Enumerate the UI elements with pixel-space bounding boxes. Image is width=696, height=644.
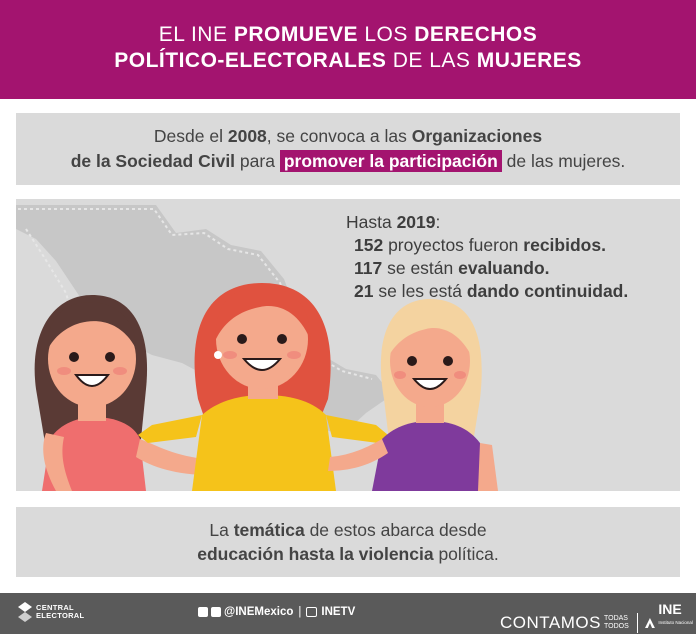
stats-heading: Hasta 2019: (346, 212, 441, 232)
social-separator: | (298, 606, 302, 618)
stat-continuity: 21 se les está dando continuidad. (354, 281, 629, 301)
contamos-label: CONTAMOS (500, 613, 601, 632)
electoral-label: ELECTORAL (36, 611, 85, 620)
todos-label: TODOS (603, 623, 629, 630)
intro-panel: Desde el 2008, se convoca a las Organiza… (16, 113, 680, 185)
woman-left-figure (34, 295, 210, 491)
tv-channel[interactable]: INETV (321, 606, 356, 618)
brand-divider (636, 613, 638, 633)
woman-center-figure (138, 283, 388, 491)
stat-evaluating: 117 se están evaluando. (354, 258, 550, 278)
ine-subtitle: Instituto Nacional Electoral (658, 620, 693, 639)
ine-mark-icon (645, 618, 656, 628)
social-links: @INEMexico | INETV (198, 606, 355, 618)
illustration-panel: Hasta 2019: 152 proyectos fueron recibid… (16, 199, 680, 491)
intro-line-1: Desde el 2008, se convoca a las Organiza… (153, 126, 543, 146)
facebook-icon[interactable] (198, 607, 208, 617)
todas-label: TODAS (603, 615, 628, 622)
central-electoral-icon (18, 602, 32, 622)
tv-icon[interactable] (306, 607, 318, 617)
footer-bar: CENTRAL ELECTORAL @INEMexico | INETV CON… (0, 593, 696, 639)
header-title-line-2: POLÍTICO-ELECTORALES DE LAS MUJERES (114, 49, 582, 72)
closing-line-2: educación hasta la violencia política. (197, 544, 499, 564)
header-banner: EL INE PROMUEVE LOS DERECHOS POLÍTICO-EL… (0, 0, 696, 99)
stats-block: Hasta 2019: 152 proyectos fueron recibid… (346, 211, 628, 303)
ine-label: INE (658, 601, 682, 617)
woman-right-figure (328, 299, 498, 491)
central-electoral-logo[interactable]: CENTRAL ELECTORAL (18, 602, 84, 622)
twitter-icon[interactable] (211, 607, 221, 617)
ine-logo[interactable]: INE Instituto Nacional Electoral (645, 602, 696, 644)
social-handle[interactable]: @INEMexico (224, 606, 294, 618)
women-illustration (16, 205, 498, 491)
central-label: CENTRAL (36, 603, 74, 612)
contamos-brand: CONTAMOS TODAS TODOS INE Instituto Nacio… (500, 602, 696, 644)
highlight-participation: promover la participación (279, 150, 502, 172)
closing-line-1: La temática de estos abarca desde (209, 520, 487, 540)
closing-panel: La temática de estos abarca desde educac… (16, 507, 680, 577)
intro-line-2: de la Sociedad Civil para promover la pa… (70, 150, 626, 172)
header-title-line-1: EL INE PROMUEVE LOS DERECHOS (158, 23, 538, 46)
stat-received: 152 proyectos fueron recibidos. (354, 235, 606, 255)
